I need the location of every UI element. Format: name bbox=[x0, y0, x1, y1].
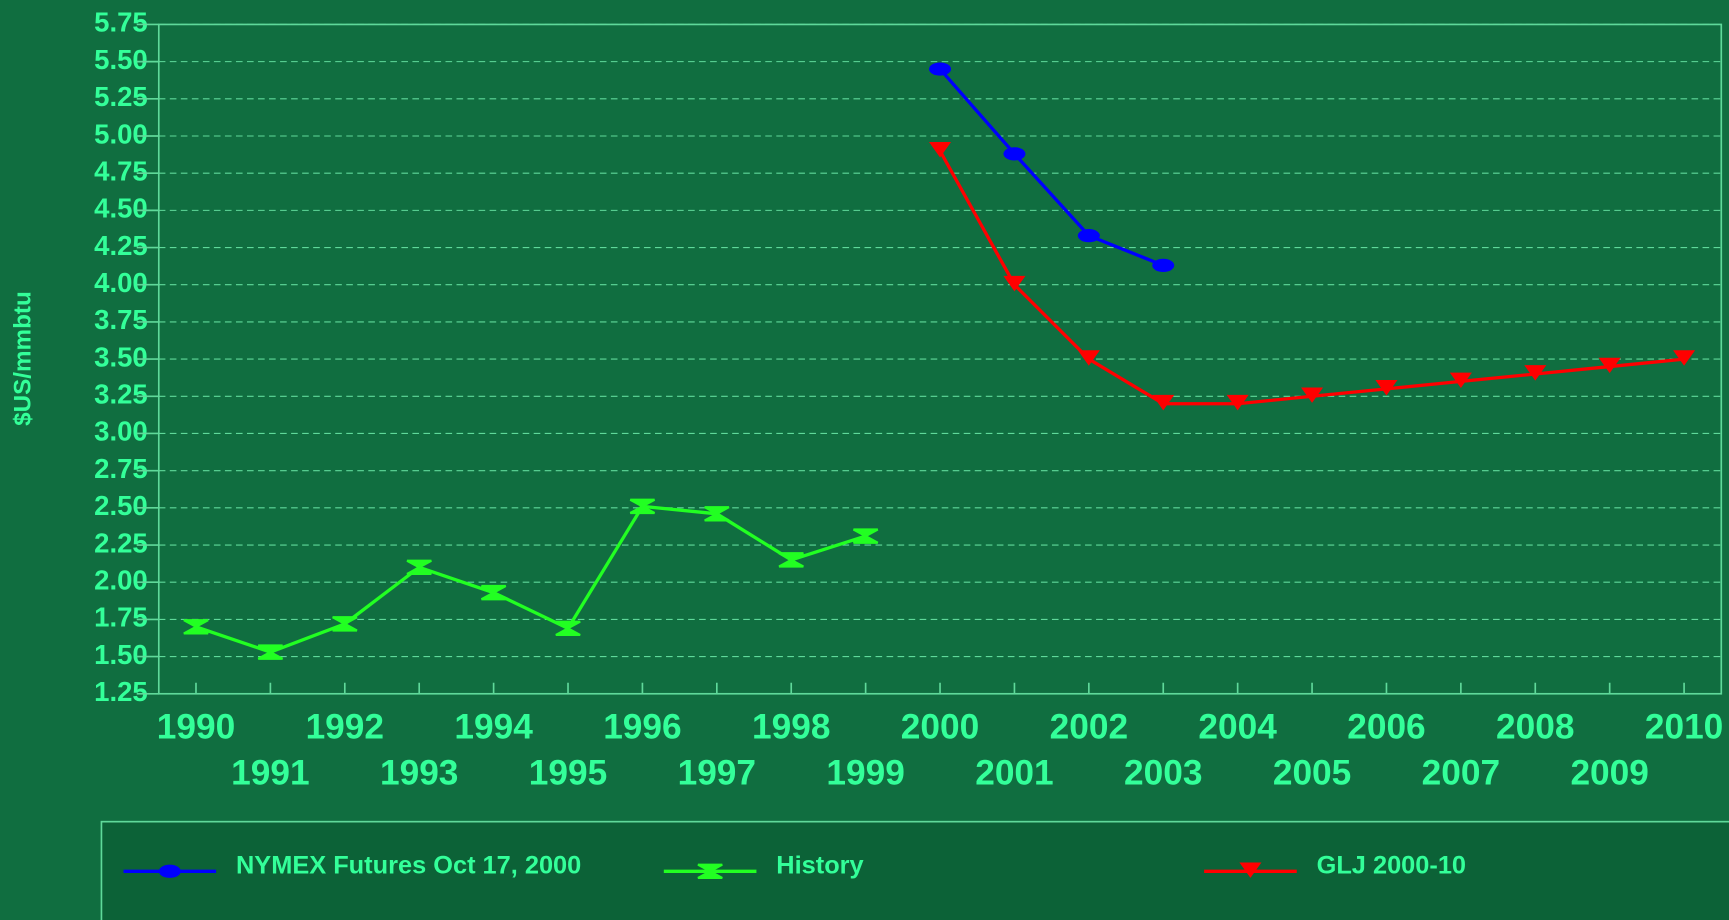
y-tick-label: 2.50 bbox=[94, 490, 148, 521]
y-tick-label: 5.75 bbox=[94, 7, 148, 38]
x-tick-label: 1997 bbox=[678, 754, 756, 793]
y-axis-label: $US/mmbtu bbox=[10, 291, 37, 426]
x-tick-label: 1990 bbox=[157, 707, 235, 746]
x-tick-label: 2003 bbox=[1124, 754, 1202, 793]
series-line bbox=[195, 504, 867, 654]
marker bbox=[1003, 275, 1026, 292]
marker bbox=[697, 863, 723, 880]
y-tick-label: 1.50 bbox=[94, 639, 148, 670]
marker bbox=[1239, 862, 1262, 878]
x-tick-label: 2002 bbox=[1050, 707, 1128, 746]
x-tick-label: 2004 bbox=[1198, 707, 1277, 746]
x-tick-label: 1991 bbox=[231, 754, 309, 793]
y-tick-label: 4.25 bbox=[94, 230, 148, 261]
marker bbox=[704, 506, 730, 522]
y-tick-label: 3.00 bbox=[94, 416, 148, 447]
marker bbox=[1152, 258, 1175, 273]
y-tick-label: 2.00 bbox=[94, 564, 148, 595]
marker bbox=[1003, 147, 1026, 161]
y-tick-label: 5.50 bbox=[94, 44, 148, 75]
x-tick-label: 2007 bbox=[1422, 754, 1500, 793]
marker bbox=[332, 616, 358, 632]
legend-label: History bbox=[776, 852, 863, 880]
x-tick-label: 2009 bbox=[1570, 754, 1648, 793]
series-line bbox=[938, 67, 1164, 267]
x-tick-label: 2010 bbox=[1645, 707, 1723, 746]
y-tick-label: 5.00 bbox=[94, 118, 148, 149]
marker bbox=[629, 498, 656, 515]
marker bbox=[1226, 394, 1249, 411]
x-tick-label: 1995 bbox=[529, 754, 607, 793]
y-tick-label: 1.75 bbox=[94, 602, 148, 633]
y-tick-label: 4.75 bbox=[94, 155, 148, 186]
x-tick-label: 1993 bbox=[380, 754, 458, 793]
y-tick-label: 3.75 bbox=[94, 304, 148, 335]
marker bbox=[257, 644, 284, 660]
marker bbox=[778, 552, 804, 568]
y-tick-label: 5.25 bbox=[94, 81, 148, 112]
marker bbox=[929, 142, 952, 158]
marker bbox=[158, 864, 181, 878]
marker bbox=[1077, 350, 1100, 366]
y-tick-label: 3.50 bbox=[94, 341, 148, 372]
marker bbox=[183, 619, 209, 635]
marker bbox=[1375, 380, 1398, 396]
marker bbox=[929, 62, 952, 76]
x-tick-label: 1999 bbox=[826, 754, 904, 793]
x-tick-label: 1998 bbox=[752, 707, 830, 746]
x-tick-label: 2008 bbox=[1496, 707, 1574, 746]
marker bbox=[1673, 350, 1696, 366]
x-tick-label: 2006 bbox=[1347, 707, 1425, 746]
legend-label: GLJ 2000-10 bbox=[1317, 852, 1466, 880]
marker bbox=[480, 584, 507, 601]
y-tick-label: 2.25 bbox=[94, 527, 148, 558]
legend-label: NYMEX Futures Oct 17, 2000 bbox=[236, 852, 581, 880]
x-tick-label: 2005 bbox=[1273, 754, 1351, 793]
marker bbox=[1152, 394, 1175, 411]
marker bbox=[406, 559, 432, 576]
y-tick-label: 2.75 bbox=[94, 453, 148, 484]
x-tick-label: 2001 bbox=[975, 754, 1053, 793]
legend-box bbox=[100, 820, 1729, 920]
marker bbox=[555, 620, 581, 637]
x-tick-label: 1994 bbox=[454, 707, 533, 746]
x-tick-label: 2000 bbox=[901, 707, 979, 746]
y-tick-label: 4.00 bbox=[94, 267, 148, 298]
y-tick-label: 4.50 bbox=[94, 193, 148, 224]
x-tick-label: 1996 bbox=[603, 707, 681, 746]
marker bbox=[1598, 357, 1621, 374]
marker bbox=[1077, 229, 1100, 243]
marker bbox=[1449, 372, 1472, 389]
marker bbox=[1524, 365, 1547, 381]
marker bbox=[1301, 387, 1324, 403]
marker bbox=[852, 528, 879, 544]
x-tick-label: 1992 bbox=[306, 707, 384, 746]
y-tick-label: 3.25 bbox=[94, 379, 148, 410]
y-tick-label: 1.25 bbox=[94, 676, 148, 707]
